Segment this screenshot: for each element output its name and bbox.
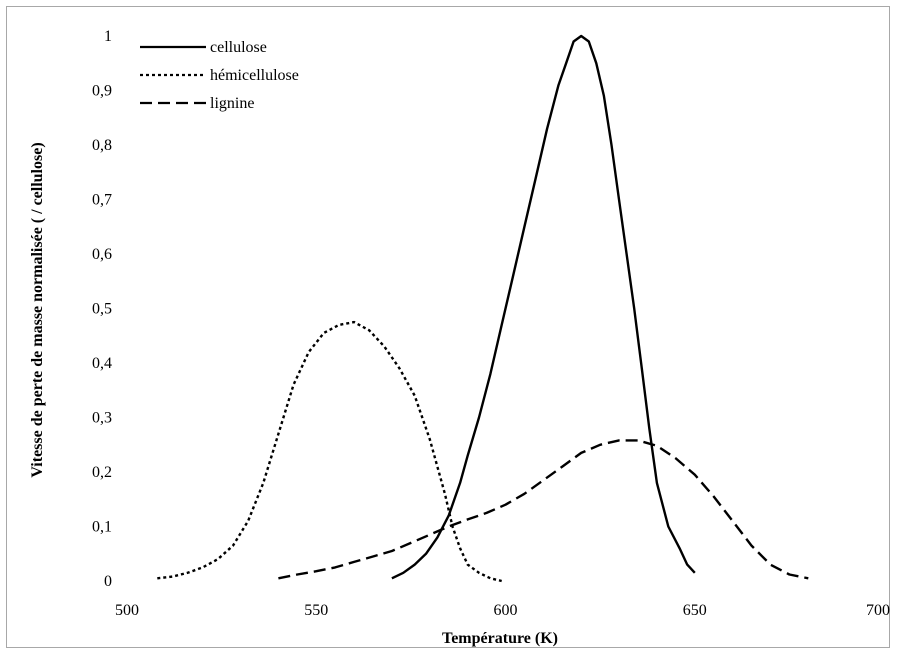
y-tick-labels: 0 0,1 0,2 0,3 0,4 0,5 0,6 0,7 0,8 0,9 1 (92, 28, 112, 590)
y-tick-label: 0,8 (92, 137, 112, 154)
legend-label: cellulose (210, 39, 267, 56)
y-tick-label: 0,2 (92, 464, 112, 481)
legend: cellulose hémicellulose lignine (140, 39, 299, 112)
series-line-2 (278, 439, 809, 580)
y-tick-label: 0 (104, 573, 112, 590)
y-tick-label: 0,6 (92, 246, 112, 263)
series-lines (157, 34, 809, 583)
x-tick-label: 550 (304, 602, 328, 619)
y-tick-label: 0,4 (92, 355, 112, 372)
x-tick-labels: 500 550 600 650 700 (115, 602, 890, 619)
x-axis-title: Température (K) (442, 630, 558, 647)
chart-frame (6, 6, 890, 648)
series-line-1 (157, 320, 502, 583)
y-tick-label: 0,5 (92, 301, 112, 318)
x-tick-label: 500 (115, 602, 139, 619)
y-axis-title: Vitesse de perte de masse normalisée ( /… (29, 142, 46, 477)
y-tick-label: 0,1 (92, 519, 112, 536)
legend-label: lignine (210, 95, 254, 112)
x-tick-label: 650 (683, 602, 707, 619)
y-tick-label: 0,3 (92, 410, 112, 427)
x-tick-label: 700 (866, 602, 890, 619)
series-line-0 (391, 34, 696, 580)
legend-label: hémicellulose (210, 67, 299, 84)
y-tick-label: 0,9 (92, 83, 112, 100)
x-tick-label: 600 (494, 602, 518, 619)
y-tick-label: 1 (104, 28, 112, 45)
y-tick-label: 0,7 (92, 192, 112, 209)
